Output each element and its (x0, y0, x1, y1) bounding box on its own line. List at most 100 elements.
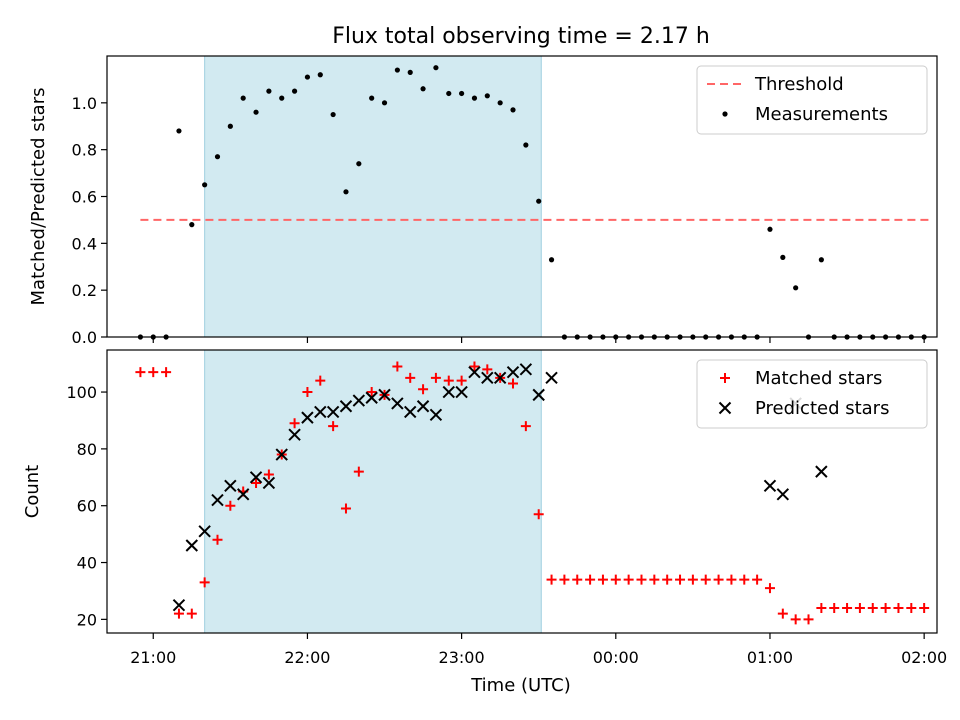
matched-point (392, 361, 403, 372)
matched-point (353, 466, 364, 477)
y-axis-label: Matched/Predicted stars (28, 88, 49, 306)
matched-point (790, 614, 801, 625)
y-tick-label: 0.8 (72, 141, 97, 160)
matched-point (829, 602, 840, 613)
matched-point (520, 421, 531, 432)
measurement-point (202, 182, 208, 188)
chart-title: Flux total observing time = 2.17 h (332, 24, 710, 49)
predicted-point (493, 371, 507, 385)
legend-label: Measurements (755, 104, 888, 125)
predicted-point (185, 539, 199, 552)
legend: Matched stars Predicted stars (696, 359, 928, 429)
measurement-point (343, 189, 349, 195)
predicted-point (224, 479, 237, 493)
matched-point (508, 378, 519, 389)
matched-point (764, 583, 775, 594)
measurement-point (420, 86, 426, 92)
measurement-point (767, 226, 773, 232)
predicted-point (481, 371, 494, 385)
matched-point (161, 367, 172, 378)
top-panel: 0.0 0.2 0.4 0.6 0.8 1.0 Matched/Predicted star… (28, 55, 938, 347)
matched-point (443, 375, 454, 386)
series-measurements (137, 65, 927, 340)
matched-point (713, 574, 724, 585)
measurement-point (407, 69, 413, 75)
x-tick-label: 21:00 (130, 648, 176, 667)
legend: Threshold Measurements (696, 65, 928, 135)
predicted-point (378, 388, 391, 402)
predicted-point (506, 365, 520, 379)
axes-frame (106, 55, 938, 338)
matched-point (135, 367, 146, 378)
predicted-point (211, 493, 224, 507)
legend-label: Threshold (754, 74, 844, 95)
measurement-point (548, 257, 555, 263)
x-tick-label: 23:00 (439, 648, 485, 667)
measurement-point (369, 95, 375, 101)
measurement-point (189, 222, 195, 228)
matched-point (726, 574, 737, 585)
matched-point (854, 602, 865, 613)
matched-point (559, 574, 570, 585)
predicted-point (468, 365, 481, 379)
y-tick-label: 100 (66, 383, 97, 402)
y-tick-label: 0.4 (72, 234, 97, 253)
y-tick-label: 0.6 (72, 188, 97, 207)
predicted-point (815, 465, 828, 478)
series-predicted-stars (172, 363, 828, 612)
matched-point (623, 574, 634, 585)
x-tick-label: 22:00 (284, 648, 330, 667)
measurement-point (330, 111, 336, 118)
matched-point (585, 574, 596, 585)
matched-point (597, 574, 608, 585)
measurement-point (176, 128, 182, 134)
x-tick-label: 02:00 (901, 648, 947, 667)
matched-point (405, 372, 416, 383)
predicted-point (314, 405, 327, 419)
y-tick-label: 40 (77, 554, 97, 573)
predicted-point (326, 405, 340, 419)
measurement-point (510, 107, 516, 113)
legend-predicted-swatch (718, 401, 732, 415)
y-tick-label: 1.0 (72, 94, 97, 113)
y-axis-label: Count (22, 465, 43, 518)
measurement-point (356, 161, 362, 167)
predicted-point (172, 598, 186, 612)
predicted-point (532, 388, 545, 402)
measurement-point (471, 95, 478, 101)
predicted-point (545, 371, 558, 385)
matched-point (456, 375, 467, 386)
matched-point (482, 364, 493, 375)
matched-point (675, 574, 686, 585)
measurement-point (317, 72, 323, 78)
measurement-point (793, 285, 799, 291)
predicted-point (455, 385, 468, 399)
predicted-point (275, 448, 288, 461)
measurement-point (818, 257, 824, 263)
legend-label: Matched stars (755, 368, 882, 389)
matched-point (919, 602, 930, 613)
matched-point (173, 608, 184, 619)
y-tick-label: 0.2 (72, 281, 97, 300)
measurement-point (240, 95, 246, 101)
matched-point (315, 375, 326, 386)
predicted-point (301, 411, 314, 424)
measurement-point (253, 109, 259, 115)
measurement-point (279, 95, 285, 101)
predicted-point (391, 397, 404, 410)
predicted-point (262, 476, 276, 490)
matched-point (803, 614, 814, 625)
matched-point (739, 574, 750, 585)
measurement-point (394, 67, 400, 73)
predicted-point (236, 488, 250, 501)
y-tick-label: 0.0 (72, 328, 97, 347)
matched-point (186, 608, 197, 619)
matched-point (662, 574, 673, 585)
matched-point (842, 602, 853, 613)
predicted-point (442, 385, 455, 399)
matched-point (328, 421, 339, 432)
bottom-panel: 20 40 60 80 100 21:00 22:00 23:00 00:00 01:00 02:0… (22, 349, 947, 667)
measurement-point (523, 142, 529, 148)
predicted-point (416, 400, 430, 413)
